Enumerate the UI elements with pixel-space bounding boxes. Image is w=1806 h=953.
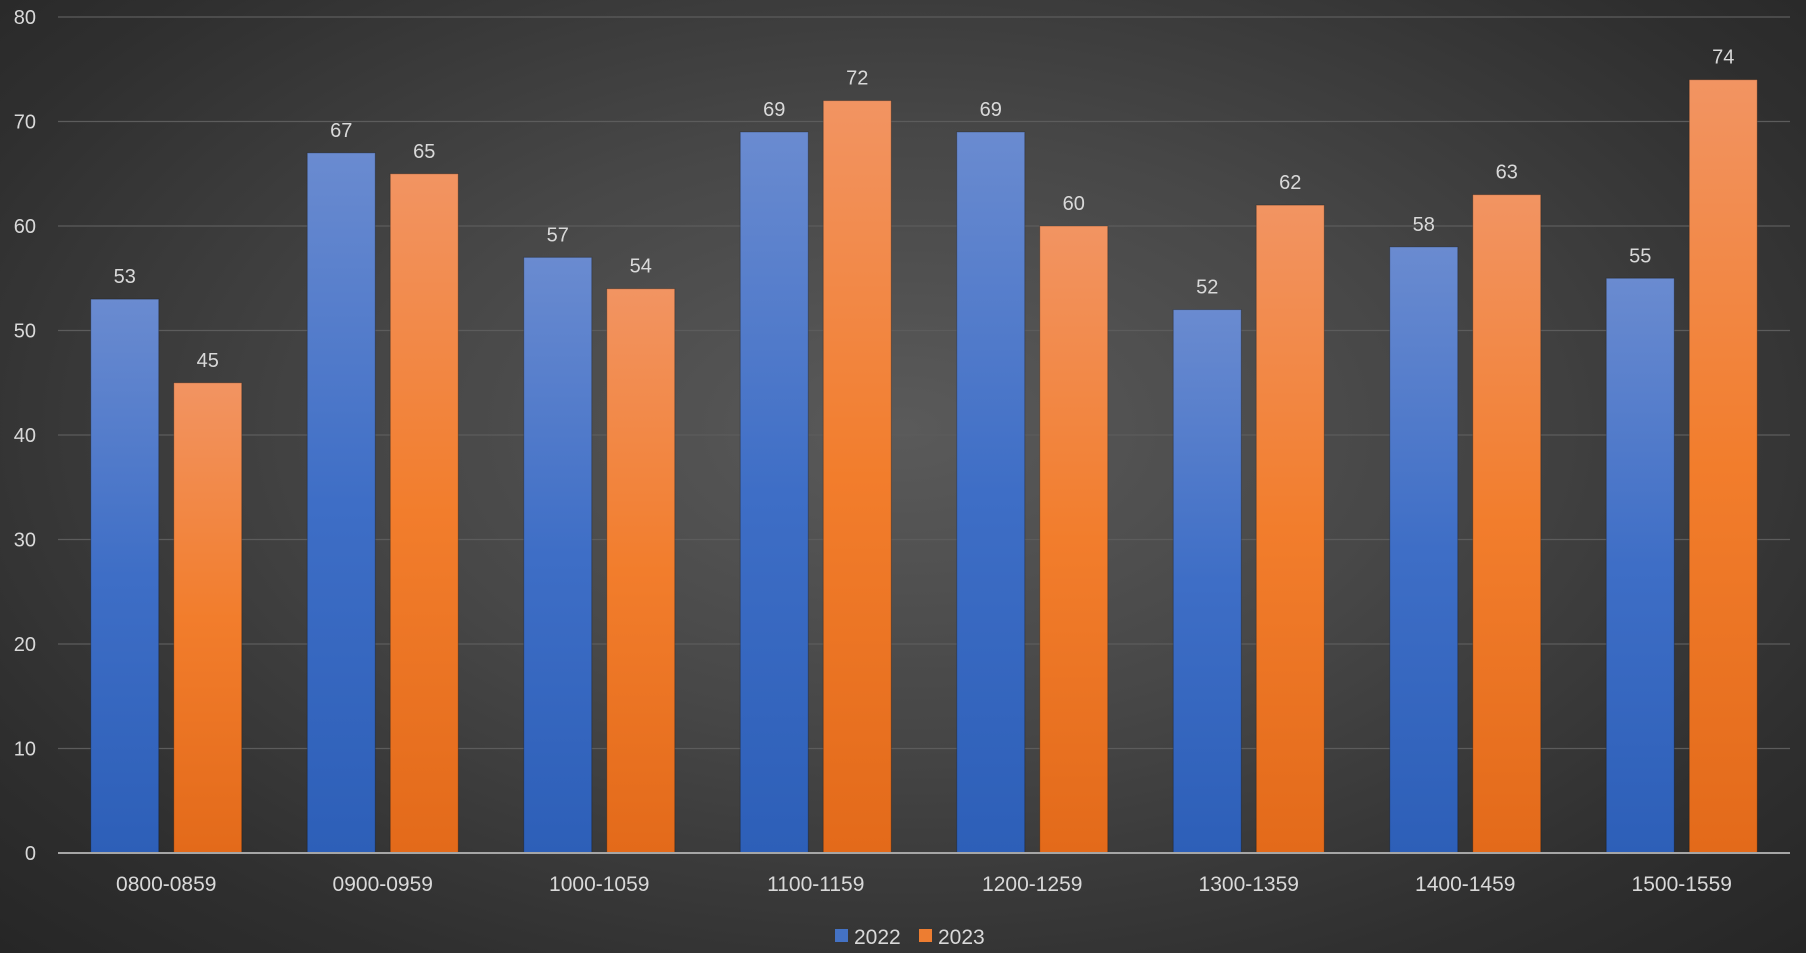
data-label: 69: [763, 99, 785, 121]
data-label: 69: [980, 99, 1002, 121]
data-label: 52: [1196, 277, 1218, 299]
x-category-label: 1500-1559: [1632, 873, 1732, 896]
bar-2023-1300-1359: [1255, 204, 1325, 854]
data-label: 58: [1413, 214, 1435, 236]
data-label: 57: [547, 224, 569, 246]
data-label: 65: [413, 141, 435, 163]
bar-2022-1100-1159: [739, 131, 809, 854]
y-tick-label: 50: [14, 321, 36, 343]
x-axis-categories: 0800-0859 0900-0959 1000-1059 1100-1159 1200…: [116, 873, 1732, 896]
y-tick-label: 80: [14, 7, 36, 29]
data-label: 54: [630, 256, 652, 278]
data-labels: 53 45 67 65 57 54 69 72 69 60 52 62 58 63 55 74: [114, 47, 1735, 372]
x-category-label: 1400-1459: [1415, 873, 1515, 896]
bar-2022-0900-0959: [306, 152, 376, 854]
y-tick-label: 0: [25, 843, 36, 865]
x-category-label: 1000-1059: [549, 873, 649, 896]
bars: [90, 79, 1758, 854]
bar-2022-0800-0859: [90, 298, 160, 854]
legend-swatch-2022: [835, 929, 848, 942]
x-category-label: 1300-1359: [1199, 873, 1299, 896]
legend: 2022 2023: [835, 926, 985, 949]
bar-2022-1500-1559: [1605, 277, 1675, 854]
y-tick-label: 60: [14, 216, 36, 238]
x-category-label: 1100-1159: [767, 873, 864, 896]
bar-2023-1400-1459: [1472, 194, 1542, 854]
x-category-label: 1200-1259: [982, 873, 1082, 896]
data-label: 60: [1063, 193, 1085, 215]
data-label: 53: [114, 266, 136, 288]
bar-2022-1400-1459: [1389, 246, 1459, 854]
legend-label-2023: 2023: [938, 926, 985, 949]
x-category-label: 0800-0859: [116, 873, 216, 896]
y-tick-label: 70: [14, 112, 36, 134]
data-label: 67: [330, 120, 352, 142]
data-label: 72: [846, 68, 868, 90]
x-category-label: 0900-0959: [333, 873, 433, 896]
data-label: 62: [1279, 172, 1301, 194]
bar-2023-1200-1259: [1039, 225, 1109, 854]
legend-swatch-2023: [919, 929, 932, 942]
bar-2023-1500-1559: [1688, 79, 1758, 854]
bar-2023-0900-0959: [389, 173, 459, 854]
bar-2022-1000-1059: [523, 256, 593, 854]
y-tick-label: 10: [14, 739, 36, 761]
y-tick-label: 20: [14, 634, 36, 656]
data-label: 55: [1629, 245, 1651, 267]
bar-2022-1300-1359: [1172, 309, 1242, 854]
y-axis-ticks: 0 10 20 30 40 50 60 70 80: [14, 7, 36, 865]
bar-2023-0800-0859: [173, 382, 243, 854]
y-tick-label: 30: [14, 530, 36, 552]
data-label: 45: [197, 350, 219, 372]
bar-2023-1100-1159: [822, 100, 892, 854]
legend-label-2022: 2022: [854, 926, 901, 949]
bar-2023-1000-1059: [606, 288, 676, 854]
data-label: 74: [1712, 47, 1734, 69]
data-label: 63: [1496, 162, 1518, 184]
bar-2022-1200-1259: [956, 131, 1026, 854]
y-tick-label: 40: [14, 425, 36, 447]
